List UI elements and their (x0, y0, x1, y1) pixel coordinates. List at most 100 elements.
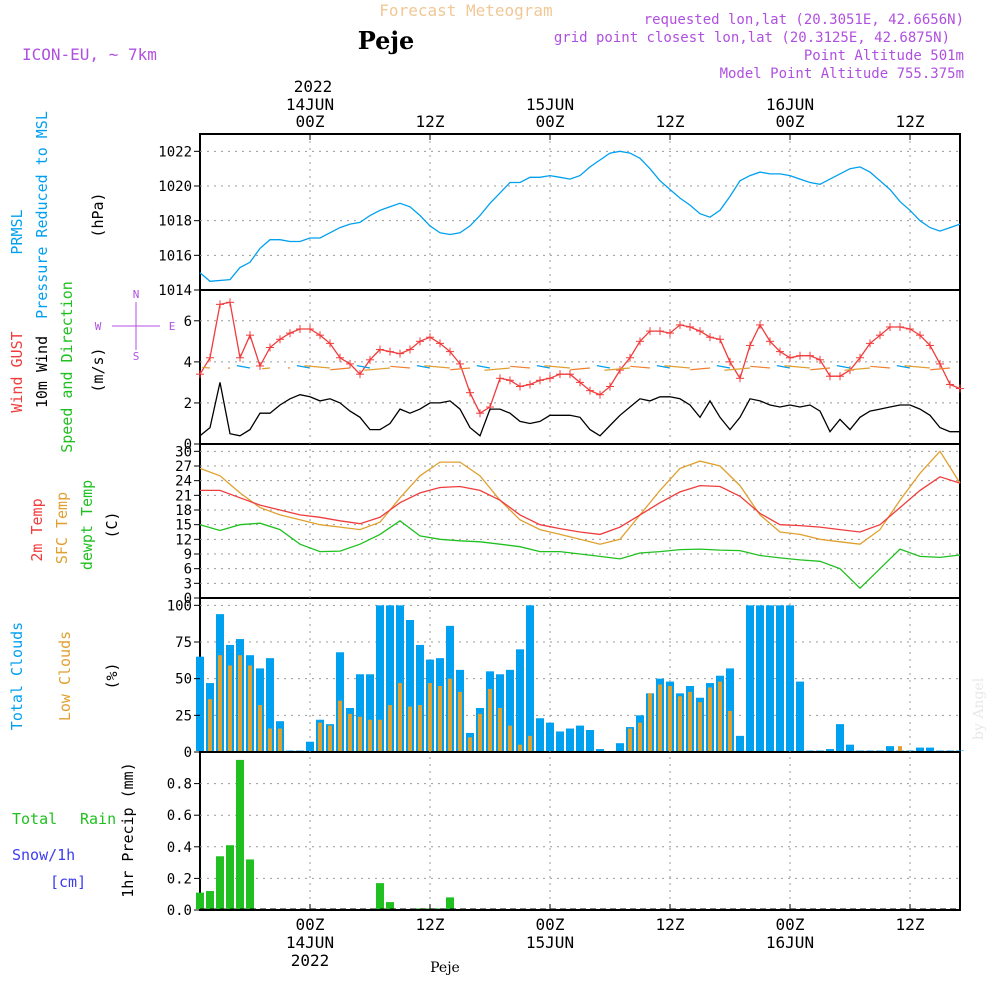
total-cloud-bar (576, 725, 584, 751)
total-cloud-bar (736, 735, 744, 751)
low-cloud-bar (698, 702, 702, 751)
y-tick-label: 6 (184, 314, 192, 330)
bottom-hour-label: 12Z (896, 915, 925, 934)
precip-bar (196, 892, 204, 909)
low-cloud-bar (238, 655, 242, 751)
total-cloud-bar (726, 668, 734, 751)
temp-label-1: 2m Temp (28, 498, 46, 561)
gridpoint-coords: grid point closest lon,lat (20.3125E, 42… (554, 30, 950, 46)
low-cloud-bar (658, 684, 662, 751)
total-cloud-bar (586, 730, 594, 751)
top-hour-label: 12Z (896, 112, 925, 131)
total-cloud-bar (556, 731, 564, 751)
y-tick-label: 0 (184, 745, 192, 761)
wind-direction-arrow (544, 365, 571, 369)
low-cloud-bar (278, 728, 282, 751)
y-tick-label: 2 (184, 396, 192, 412)
y-tick-label: 9 (184, 547, 192, 563)
total-cloud-bar (796, 681, 804, 751)
temp-labels: 2m Temp SFC Temp dewpt Temp (C) (28, 480, 121, 570)
marks-layer (196, 150, 964, 910)
precip-bar (246, 859, 254, 909)
precip-label-total: Total (12, 810, 57, 828)
low-cloud-bar (338, 700, 342, 751)
y-tick-label: 3 (184, 576, 192, 592)
wind-direction-arrow (356, 365, 371, 369)
wind-direction-arrow (510, 365, 531, 369)
wind-unit: (m/s) (89, 347, 107, 392)
precip-bar (446, 897, 454, 909)
y-tick-label: 25 (175, 708, 192, 724)
total-cloud-bar (546, 722, 554, 751)
wind-label-2: 10m Wind (33, 336, 51, 408)
wind-direction-arrow (262, 367, 271, 370)
bottom-year-label: 2022 (291, 951, 330, 970)
low-cloud-bar (218, 655, 222, 751)
y-tick-label: 18 (175, 503, 192, 519)
total-cloud-bar (536, 718, 544, 751)
total-cloud-bar (846, 744, 854, 751)
precip-bar (226, 845, 234, 909)
total-cloud-bar (756, 605, 764, 751)
low-cloud-bar (668, 686, 672, 751)
low-cloud-bar (718, 681, 722, 751)
total-cloud-bar (836, 724, 844, 751)
pressure-label-2: Pressure Reduced to MSL (33, 111, 51, 319)
total-cloud-bar (616, 743, 624, 751)
low-cloud-bar (368, 719, 372, 751)
meteogram-title: Forecast Meteogram (379, 1, 552, 20)
bottom-day-label: 16JUN (766, 933, 814, 952)
wind-direction-arrow (904, 365, 931, 369)
precip-unit: 1hr Precip (mm) (119, 762, 137, 897)
y-tick-label: 1014 (158, 283, 192, 299)
low-cloud-bar (518, 744, 522, 751)
sfc-temp-line (199, 450, 961, 545)
compass-n: N (133, 288, 140, 301)
y-tick-label: 21 (175, 488, 192, 504)
temp-label-3: dewpt Temp (78, 480, 96, 570)
total-cloud-bar (596, 749, 604, 751)
model-altitude: Model Point Altitude 755.375m (720, 66, 964, 82)
precip-bar (236, 759, 244, 909)
total-cloud-bar (406, 620, 414, 751)
top-hour-label: 00Z (536, 112, 565, 131)
low-cloud-bar (398, 683, 402, 751)
total-cloud-bar (926, 747, 934, 751)
precip-bar (376, 883, 384, 909)
total-cloud-bar (886, 746, 894, 751)
wind-direction-arrow (776, 365, 791, 369)
total-cloud-bar (916, 747, 924, 751)
low-cloud-bar (498, 708, 502, 751)
low-cloud-bar (648, 693, 652, 751)
bottom-hour-label: 12Z (416, 915, 445, 934)
precip-label-snow: Snow/1h (12, 846, 75, 864)
wind-direction-arrow (724, 367, 751, 371)
cloud-labels: Total Clouds Low Clouds (%) (8, 622, 121, 730)
y-tick-label: 0 (184, 591, 192, 607)
low-cloud-bar (898, 746, 902, 751)
y-tick-label: 0 (184, 437, 192, 453)
low-cloud-bar (628, 728, 632, 751)
y-tick-label: 100 (167, 598, 192, 614)
top-hour-label: 00Z (296, 112, 325, 131)
y-tick-label: 75 (175, 635, 192, 651)
low-cloud-bar (328, 725, 332, 751)
total-cloud-bar (746, 605, 754, 751)
model-label: ICON-EU, ~ 7km (22, 45, 157, 64)
total-cloud-bar (766, 605, 774, 751)
total-cloud-bar (786, 605, 794, 751)
top-day-label: 15JUN (526, 95, 574, 114)
low-cloud-bar (348, 713, 352, 751)
wind-direction-arrow (202, 366, 211, 369)
wind-direction-arrow (664, 365, 691, 369)
y-tick-label: 1018 (158, 214, 192, 230)
bottom-hour-label: 12Z (656, 915, 685, 934)
wind-direction-arrow (690, 367, 711, 371)
total-cloud-bar (826, 749, 834, 751)
y-tick-label: 1020 (158, 179, 192, 195)
wind-direction-arrow (930, 367, 951, 371)
wind-direction-arrow (784, 365, 811, 369)
pressure-panel (199, 133, 961, 291)
temp-unit: (C) (103, 511, 121, 538)
